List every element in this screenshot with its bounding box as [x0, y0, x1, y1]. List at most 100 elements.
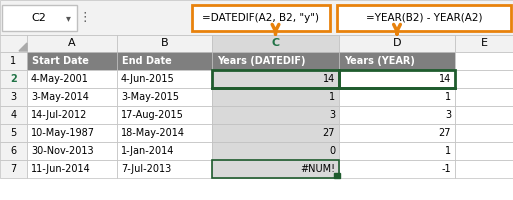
Bar [117, 142, 212, 160]
Bar [0, 70, 27, 88]
Bar [117, 160, 212, 178]
Bar [212, 124, 339, 142]
Bar [455, 35, 513, 52]
Polygon shape [19, 43, 27, 51]
Bar [0, 35, 27, 52]
Text: A: A [68, 38, 76, 48]
Bar [455, 70, 513, 88]
Bar [212, 106, 339, 124]
Bar [339, 35, 455, 52]
Bar [0, 142, 27, 160]
Text: 4-May-2001: 4-May-2001 [31, 74, 89, 84]
Bar [27, 124, 117, 142]
Text: D: D [393, 38, 401, 48]
Text: 3: 3 [445, 110, 451, 120]
Bar [455, 142, 513, 160]
Bar [212, 160, 339, 178]
Bar [0, 124, 27, 142]
Bar [0, 106, 27, 124]
Bar [212, 70, 339, 88]
Text: 2: 2 [10, 74, 17, 84]
Text: 0: 0 [329, 146, 335, 156]
Bar [455, 88, 513, 106]
Bar [212, 160, 339, 178]
Text: Years (YEAR): Years (YEAR) [344, 56, 415, 66]
Text: 3: 3 [329, 110, 335, 120]
Text: 27: 27 [439, 128, 451, 138]
Text: B: B [161, 38, 168, 48]
Text: C: C [271, 38, 280, 48]
Bar [212, 88, 339, 106]
Text: 4-Jun-2015: 4-Jun-2015 [121, 74, 175, 84]
Text: ▾: ▾ [66, 13, 70, 23]
Text: 14: 14 [439, 74, 451, 84]
Text: 27: 27 [323, 128, 335, 138]
Bar [27, 52, 117, 70]
Bar [339, 70, 455, 88]
Bar [339, 160, 455, 178]
Bar [117, 88, 212, 106]
Text: E: E [481, 38, 487, 48]
Text: 1: 1 [10, 56, 16, 66]
Text: 5: 5 [10, 128, 16, 138]
Bar [27, 106, 117, 124]
Text: =YEAR(B2) - YEAR(A2): =YEAR(B2) - YEAR(A2) [366, 13, 482, 23]
Bar [192, 5, 330, 31]
Text: =DATEDIF(A2, B2, "y"): =DATEDIF(A2, B2, "y") [203, 13, 320, 23]
Bar [455, 52, 513, 70]
Bar [339, 70, 455, 88]
Text: 18-May-2014: 18-May-2014 [121, 128, 185, 138]
Bar [27, 160, 117, 178]
Text: 14-Jul-2012: 14-Jul-2012 [31, 110, 87, 120]
Text: 1-Jan-2014: 1-Jan-2014 [121, 146, 174, 156]
Text: 6: 6 [10, 146, 16, 156]
Bar [117, 106, 212, 124]
Text: 3-May-2015: 3-May-2015 [121, 92, 179, 102]
Text: 7-Jul-2013: 7-Jul-2013 [121, 164, 171, 174]
Bar [339, 142, 455, 160]
Text: 3: 3 [10, 92, 16, 102]
Text: 14: 14 [323, 74, 335, 84]
Bar [27, 88, 117, 106]
Bar [455, 160, 513, 178]
Text: 7: 7 [10, 164, 16, 174]
Text: 1: 1 [445, 146, 451, 156]
Bar [339, 88, 455, 106]
Text: 1: 1 [329, 92, 335, 102]
Bar [0, 160, 27, 178]
Bar [27, 70, 117, 88]
Polygon shape [334, 173, 340, 178]
Bar [27, 142, 117, 160]
Text: 4: 4 [10, 110, 16, 120]
Text: 10-May-1987: 10-May-1987 [31, 128, 95, 138]
Bar [339, 124, 455, 142]
Text: 11-Jun-2014: 11-Jun-2014 [31, 164, 91, 174]
Bar [212, 70, 339, 88]
Text: 3-May-2014: 3-May-2014 [31, 92, 89, 102]
Bar [27, 35, 117, 52]
Bar [117, 124, 212, 142]
Bar [117, 35, 212, 52]
Text: End Date: End Date [122, 56, 172, 66]
Text: 17-Aug-2015: 17-Aug-2015 [121, 110, 184, 120]
Text: #NUM!: #NUM! [300, 164, 335, 174]
Bar [212, 35, 339, 52]
Text: Years (DATEDIF): Years (DATEDIF) [217, 56, 306, 66]
Bar [455, 124, 513, 142]
Text: 30-Nov-2013: 30-Nov-2013 [31, 146, 94, 156]
Bar [212, 142, 339, 160]
Text: Start Date: Start Date [32, 56, 89, 66]
Bar [212, 52, 339, 70]
Bar [0, 52, 27, 70]
Text: 1: 1 [445, 92, 451, 102]
Text: -1: -1 [441, 164, 451, 174]
Bar [339, 52, 455, 70]
Bar [117, 52, 212, 70]
Bar [0, 88, 27, 106]
Bar [339, 106, 455, 124]
Bar [2, 5, 77, 31]
Bar [337, 5, 511, 31]
Bar [117, 70, 212, 88]
Bar [455, 106, 513, 124]
Text: ⋮: ⋮ [79, 11, 91, 24]
